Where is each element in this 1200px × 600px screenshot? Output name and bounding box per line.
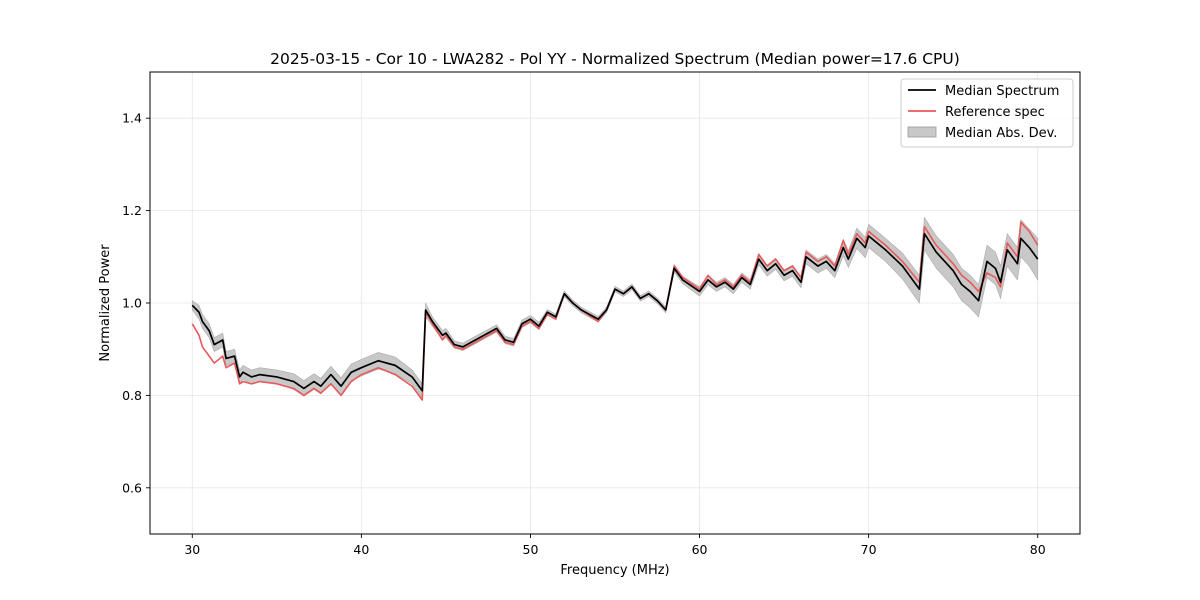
legend: Median Spectrum Reference spec Median Ab…	[900, 78, 1074, 148]
series-line-median	[191, 232, 1039, 392]
y-axis-ticks: 0.6 0.8 1.0 1.2 1.4	[122, 111, 150, 495]
x-axis-label: Frequency (MHz)	[560, 563, 669, 578]
legend-box	[900, 78, 1074, 148]
y-axis-label: Normalized Power	[98, 244, 113, 362]
y-tick-label-3: 1.2	[122, 203, 142, 218]
y-tick-label-4: 1.4	[122, 111, 142, 126]
y-tick-label-0: 0.6	[122, 480, 142, 495]
x-tick-label-0: 30	[184, 542, 200, 557]
x-tick-label-2: 50	[523, 542, 539, 557]
y-tick-label-2: 1.0	[122, 296, 142, 311]
chart-title: 2025-03-15 - Cor 10 - LWA282 - Pol YY - …	[270, 50, 960, 68]
x-tick-label-1: 40	[353, 542, 369, 557]
legend-label-median: Median Spectrum	[945, 84, 1059, 99]
series-layer	[191, 221, 1039, 401]
y-tick-label-1: 0.8	[122, 388, 142, 403]
legend-swatch-mad	[907, 126, 937, 138]
plot-area	[149, 71, 1081, 535]
x-tick-label-5: 80	[1030, 542, 1046, 557]
x-tick-label-3: 60	[692, 542, 708, 557]
x-tick-label-4: 70	[861, 542, 877, 557]
legend-label-mad: Median Abs. Dev.	[945, 126, 1057, 141]
legend-label-reference: Reference spec	[945, 105, 1045, 120]
x-axis-ticks: 30 40 50 60 70 80	[184, 534, 1046, 557]
